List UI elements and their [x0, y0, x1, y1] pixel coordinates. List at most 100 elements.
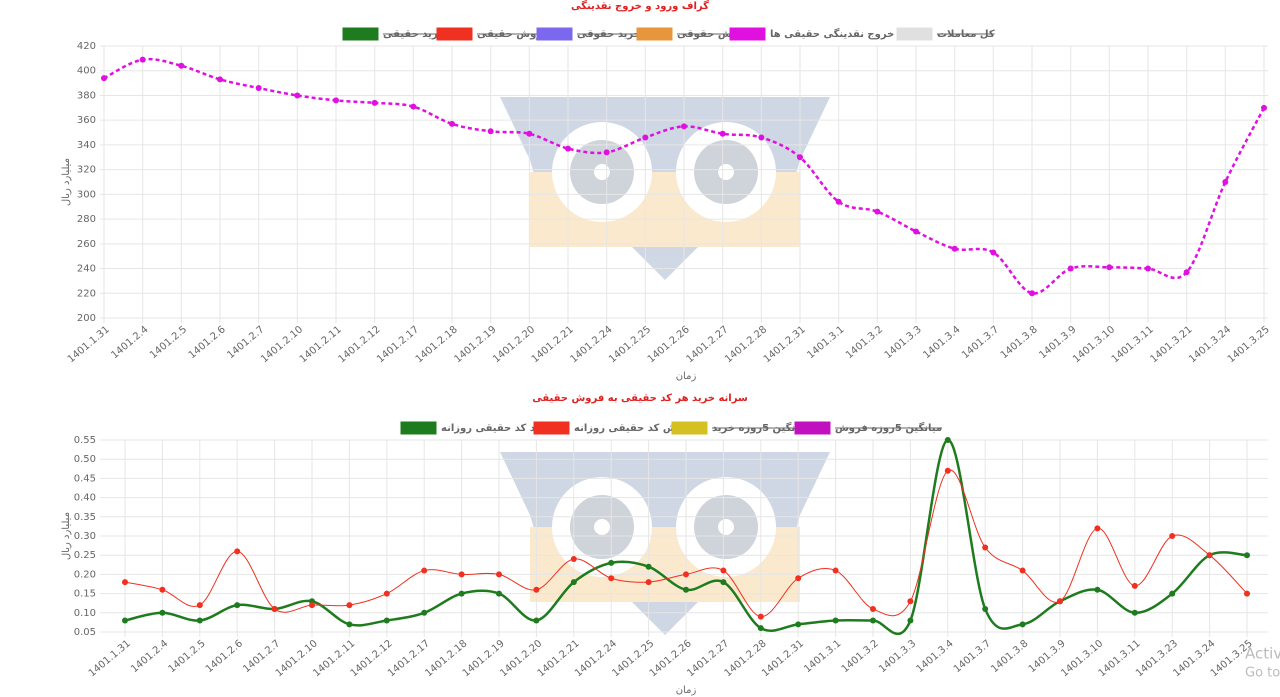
x-tick-label: 1401.3.7: [952, 638, 993, 675]
data-point: [458, 571, 465, 578]
data-point: [1261, 104, 1267, 111]
data-point: [1029, 290, 1035, 297]
data-point: [913, 228, 919, 235]
data-point: [1057, 598, 1063, 605]
data-point: [944, 437, 951, 443]
x-tick-label: 1401.2.11: [298, 324, 344, 365]
data-point: [757, 613, 764, 620]
data-point: [1206, 552, 1213, 559]
y-tick-label: 220: [77, 288, 96, 299]
data-point: [1169, 590, 1176, 597]
data-point: [832, 567, 839, 574]
y-tick-label: 280: [77, 214, 96, 225]
y-tick-label: 0.35: [74, 512, 96, 523]
legend-swatch: [729, 27, 766, 41]
legend-swatch: [636, 27, 673, 41]
legend-swatch: [436, 27, 473, 41]
data-point: [944, 467, 951, 474]
data-point: [835, 198, 842, 205]
data-point: [603, 149, 610, 156]
legend-swatch: [533, 421, 570, 435]
data-point: [1094, 525, 1101, 532]
y-tick-label: 0.10: [74, 608, 96, 619]
x-tick-label: 1401.2.5: [148, 324, 189, 361]
data-point: [832, 617, 839, 624]
data-point: [1145, 265, 1151, 272]
data-point: [449, 120, 455, 127]
data-point: [526, 130, 533, 137]
data-point: [1183, 269, 1190, 276]
data-point: [758, 134, 765, 141]
legend-label: خرید کد حقیقی روزانه: [441, 423, 553, 434]
x-tick-label: 1401.2.12: [336, 324, 382, 365]
data-point: [1067, 265, 1074, 272]
data-point: [645, 579, 652, 586]
y-tick-label: 0.15: [74, 589, 96, 600]
data-point: [683, 586, 689, 593]
data-point: [410, 103, 417, 110]
x-tick-label: 1401.3.3: [883, 324, 924, 361]
x-tick-label: 1401.3.25: [1226, 324, 1272, 365]
owl-watermark: [500, 452, 830, 635]
x-tick-label: 1401.2.18: [414, 324, 460, 365]
legend-swatch: [536, 27, 573, 41]
y-axis-label: میلیارد ریال: [61, 158, 72, 206]
data-point: [1019, 621, 1026, 628]
data-point: [907, 598, 914, 605]
os-watermark: Go to: [1245, 666, 1280, 681]
y-tick-label: 260: [77, 239, 96, 250]
data-point: [719, 130, 726, 137]
x-tick-label: 1401.2.4: [129, 638, 170, 675]
data-point: [795, 621, 802, 628]
data-point: [1169, 533, 1176, 539]
x-tick-label: 1401.3.3: [877, 638, 918, 675]
data-point: [383, 590, 390, 597]
data-point: [383, 617, 390, 624]
data-point: [870, 617, 876, 624]
x-tick-label: 1401.1.31: [87, 638, 133, 679]
data-point: [234, 548, 241, 555]
legend-swatch: [342, 27, 379, 41]
data-point: [159, 609, 166, 616]
legend-swatch: [400, 421, 437, 435]
data-point: [870, 605, 876, 612]
y-tick-label: 200: [77, 313, 96, 324]
data-point: [907, 617, 914, 624]
data-point: [990, 249, 997, 256]
data-point: [1131, 609, 1138, 616]
data-point: [1019, 567, 1026, 574]
data-point: [982, 605, 989, 612]
data-point: [681, 123, 687, 130]
data-point: [271, 605, 278, 612]
data-point: [309, 602, 315, 609]
legend-swatch: [671, 421, 708, 435]
x-tick-label: 1401.2.4: [109, 324, 150, 361]
data-point: [1244, 552, 1250, 559]
data-point: [371, 99, 378, 106]
x-tick-label: 1401.2.19: [452, 324, 498, 365]
data-point: [255, 85, 262, 92]
data-point: [642, 134, 649, 141]
data-point: [570, 556, 577, 563]
x-tick-label: 1401.2.10: [259, 324, 305, 365]
data-point: [645, 563, 652, 570]
x-tick-label: 1401.2.27: [684, 324, 730, 365]
data-point: [458, 590, 465, 597]
y-tick-label: 360: [77, 115, 96, 126]
data-point: [951, 245, 958, 252]
data-point: [1244, 590, 1250, 597]
data-point: [1106, 264, 1113, 271]
legend-label: ورود و خروج نقدینگی حقیقی ها: [770, 27, 931, 40]
data-point: [683, 571, 689, 578]
legend-label: فروش کد حقیقی روزانه: [574, 423, 696, 434]
data-point: [533, 586, 540, 593]
x-axis-label: زمان: [676, 685, 697, 696]
x-tick-label: 1401.3.24: [1187, 324, 1233, 365]
y-tick-label: 0.45: [74, 473, 96, 484]
y-tick-label: 240: [77, 264, 96, 275]
x-tick-label: 1401.2.28: [723, 324, 769, 365]
x-tick-label: 1401.2.17: [375, 324, 421, 365]
x-tick-label: 1401.3.2: [840, 638, 881, 675]
owl-watermark: [500, 97, 830, 280]
x-tick-label: 1401.3.21: [1148, 324, 1194, 365]
